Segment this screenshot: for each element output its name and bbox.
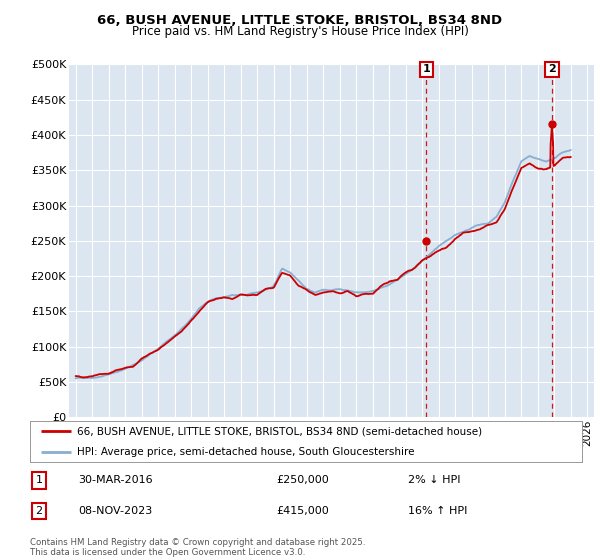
Text: 66, BUSH AVENUE, LITTLE STOKE, BRISTOL, BS34 8ND (semi-detached house): 66, BUSH AVENUE, LITTLE STOKE, BRISTOL, … — [77, 426, 482, 436]
Text: 1: 1 — [35, 475, 43, 485]
Text: 08-NOV-2023: 08-NOV-2023 — [78, 506, 152, 516]
Text: 16% ↑ HPI: 16% ↑ HPI — [408, 506, 467, 516]
Text: 2: 2 — [548, 64, 556, 74]
Text: 1: 1 — [422, 64, 430, 74]
Text: HPI: Average price, semi-detached house, South Gloucestershire: HPI: Average price, semi-detached house,… — [77, 447, 415, 457]
Text: Contains HM Land Registry data © Crown copyright and database right 2025.
This d: Contains HM Land Registry data © Crown c… — [30, 538, 365, 557]
Text: £415,000: £415,000 — [276, 506, 329, 516]
Text: £250,000: £250,000 — [276, 475, 329, 485]
Text: Price paid vs. HM Land Registry's House Price Index (HPI): Price paid vs. HM Land Registry's House … — [131, 25, 469, 38]
Text: 2% ↓ HPI: 2% ↓ HPI — [408, 475, 461, 485]
Text: 30-MAR-2016: 30-MAR-2016 — [78, 475, 152, 485]
Text: 2: 2 — [35, 506, 43, 516]
Text: 66, BUSH AVENUE, LITTLE STOKE, BRISTOL, BS34 8ND: 66, BUSH AVENUE, LITTLE STOKE, BRISTOL, … — [97, 14, 503, 27]
